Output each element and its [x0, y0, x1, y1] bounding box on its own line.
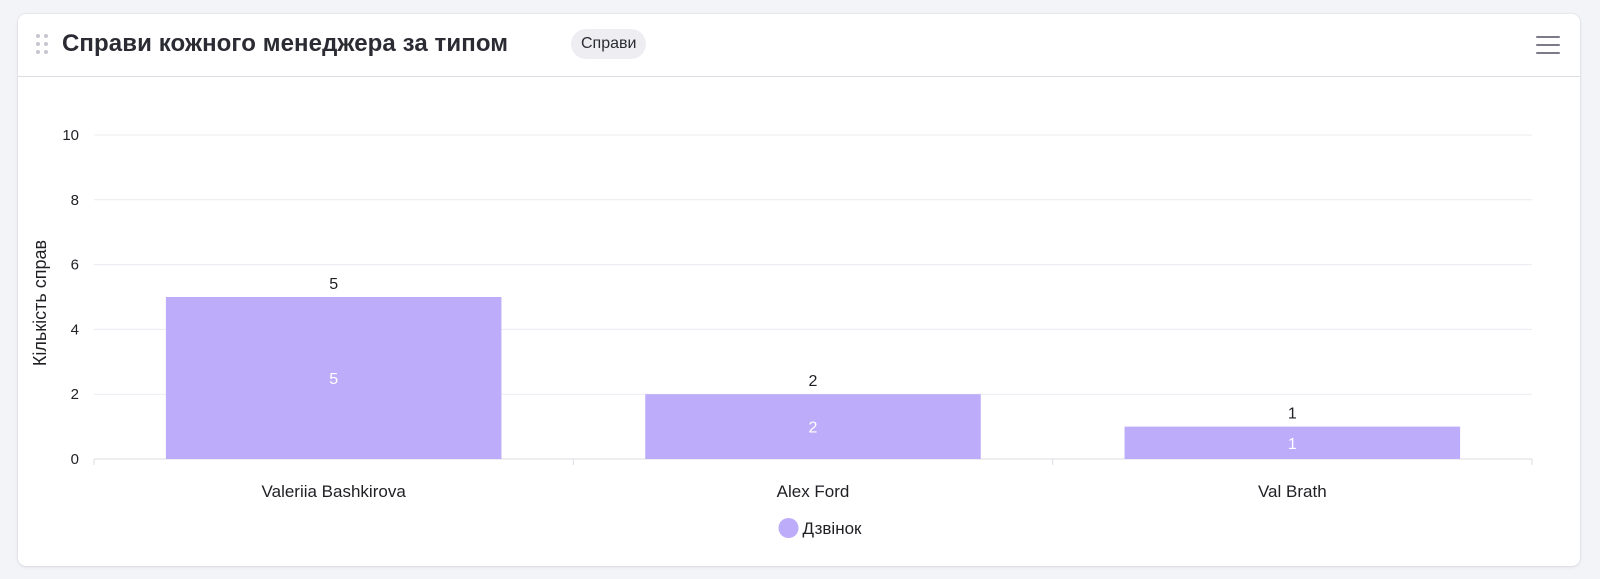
y-tick-label: 6: [71, 257, 79, 274]
legend: Дзвінок: [778, 518, 863, 538]
bar-chart: 0 2 4 6 8 10 Valeriia Bashkirova Alex Ford Val B…: [30, 127, 1533, 538]
y-tick-label: 2: [71, 386, 79, 403]
entity-badge: Справи: [571, 29, 647, 59]
x-tick-label: Valeriia Bashkirova: [262, 482, 407, 501]
bar: [1124, 426, 1461, 459]
widget-header: Справи кожного менеджера за типом Справи: [18, 14, 1580, 77]
bar: [165, 297, 502, 459]
y-tick-label: 4: [71, 321, 79, 338]
bar-total-label: 2: [809, 373, 818, 390]
y-axis-title: Кількість справ: [30, 240, 50, 366]
widget-title: Справи кожного менеджера за типом: [62, 30, 509, 57]
bar-total-label: 1: [1288, 406, 1297, 423]
chart-area: 0 2 4 6 8 10 Valeriia Bashkirova Alex Ford Val B…: [18, 76, 1580, 566]
x-tick-label: Val Brath: [1258, 482, 1327, 501]
legend-label: Дзвінок: [803, 519, 863, 538]
y-tick-label: 0: [71, 451, 79, 468]
drag-handle-icon[interactable]: [36, 34, 50, 54]
legend-marker: [778, 518, 799, 538]
bar-data-label: 2: [809, 420, 818, 437]
bar: [645, 394, 981, 459]
chart-widget: Справи кожного менеджера за типом Справи…: [18, 14, 1580, 566]
y-tick-label: 8: [71, 192, 79, 209]
bar-total-label: 5: [329, 276, 338, 293]
hamburger-menu-icon[interactable]: [1534, 34, 1562, 56]
y-tick-label: 10: [62, 127, 79, 144]
bar-data-label: 5: [329, 371, 338, 388]
bar-data-label: 1: [1288, 436, 1297, 453]
x-tick-label: Alex Ford: [777, 482, 850, 501]
